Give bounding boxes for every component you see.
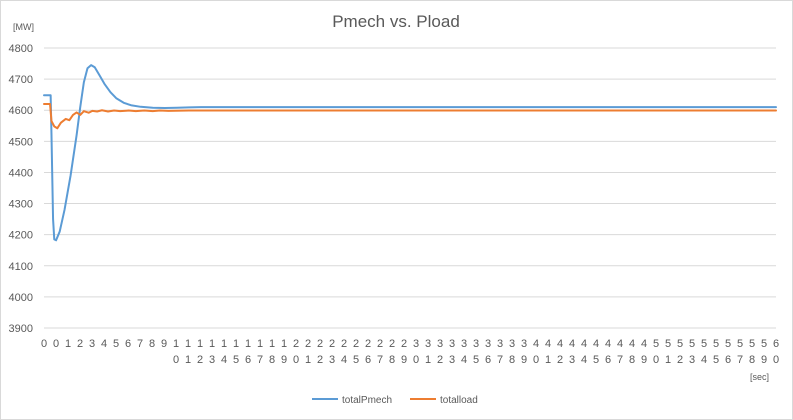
y-axis-unit-label: [MW]: [13, 22, 34, 32]
x-tick-label: 0: [53, 338, 59, 350]
x-tick-label: 9: [161, 338, 167, 350]
x-tick-label: 4: [101, 338, 107, 350]
legend: totalPmech totalload: [312, 395, 478, 406]
x-tick-label: 3: [89, 338, 95, 350]
y-tick-label: 4200: [9, 230, 33, 242]
y-tick-label: 4000: [9, 292, 33, 304]
x-tick-label: 0: [41, 338, 47, 350]
x-tick-label: 8: [149, 338, 155, 350]
series-line-totalload: [43, 103, 777, 130]
y-axis-ticks: 4800 4700 4600 4500 4400 4300 4200 4100 4000 3900: [9, 43, 33, 335]
y-tick-label: 4500: [9, 136, 33, 148]
legend-label-totalPmech: totalPmech: [342, 395, 392, 406]
y-tick-label: 4800: [9, 43, 33, 55]
y-tick-label: 4600: [9, 105, 33, 117]
x-axis-ticks: 0 0 1 2 3 4 5 6 7 8 9 1 01 11 21 31 41 51 61 71 81 92 02 12 22 32…: [41, 338, 779, 366]
series-line-totalPmech: [43, 64, 777, 242]
x-tick-label: 6: [125, 338, 131, 350]
y-tick-label: 4400: [9, 167, 33, 179]
y-tick-label: 3900: [9, 323, 33, 335]
x-tick-label: 2: [77, 338, 83, 350]
legend-label-totalload: totalload: [440, 395, 478, 406]
y-tick-label: 4100: [9, 261, 33, 273]
series-lines: [43, 64, 777, 242]
x-axis-unit-label: [sec]: [750, 372, 769, 382]
y-tick-label: 4700: [9, 74, 33, 86]
x-tick-label: 1: [65, 338, 71, 350]
x-tick-label: 5: [113, 338, 119, 350]
x-tick-label: 7: [137, 338, 143, 350]
y-tick-label: 4300: [9, 199, 33, 211]
gridlines: [44, 47, 776, 329]
chart-title: Pmech vs. Pload: [332, 12, 460, 31]
